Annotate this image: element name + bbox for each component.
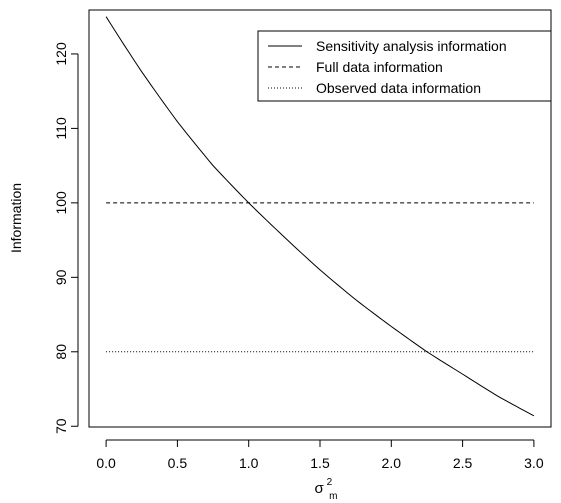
x-tick-label: 0.5 bbox=[168, 455, 188, 471]
y-axis-label: Information bbox=[8, 183, 24, 253]
x-axis-label: σ 2 m bbox=[315, 472, 338, 502]
legend: Sensitivity analysis information Full da… bbox=[257, 30, 552, 102]
plot-frame bbox=[88, 9, 552, 428]
y-tick-label: 120 bbox=[53, 42, 69, 66]
x-tick-label: 1.5 bbox=[310, 455, 330, 471]
x-tick-label: 0.0 bbox=[96, 455, 116, 471]
x-tick-label: 2.0 bbox=[382, 455, 402, 471]
y-tick-label: 100 bbox=[53, 191, 69, 215]
axes: 0.0 0.5 1.0 1.5 2.0 2.5 3.0 70 80 90 100 110 120 bbox=[53, 42, 544, 471]
y-tick-label: 110 bbox=[53, 117, 69, 140]
x-axis-label-subscript: m bbox=[329, 491, 337, 502]
y-tick-label: 80 bbox=[53, 344, 69, 360]
y-tick-label: 70 bbox=[53, 418, 69, 434]
series-layer bbox=[105, 16, 535, 417]
y-tick-label: 90 bbox=[53, 269, 69, 285]
legend-box bbox=[257, 30, 552, 102]
x-axis-label-base: σ bbox=[315, 480, 325, 497]
series-sensitivity-line bbox=[105, 16, 535, 417]
legend-label-sensitivity: Sensitivity analysis information bbox=[316, 38, 507, 54]
x-tick-label: 1.0 bbox=[239, 455, 259, 471]
x-tick-label: 3.0 bbox=[524, 455, 544, 471]
legend-label-full-data: Full data information bbox=[316, 59, 443, 75]
x-axis-label-superscript: 2 bbox=[327, 477, 333, 488]
x-tick-label: 2.5 bbox=[453, 455, 473, 471]
legend-label-observed-data: Observed data information bbox=[316, 80, 481, 96]
